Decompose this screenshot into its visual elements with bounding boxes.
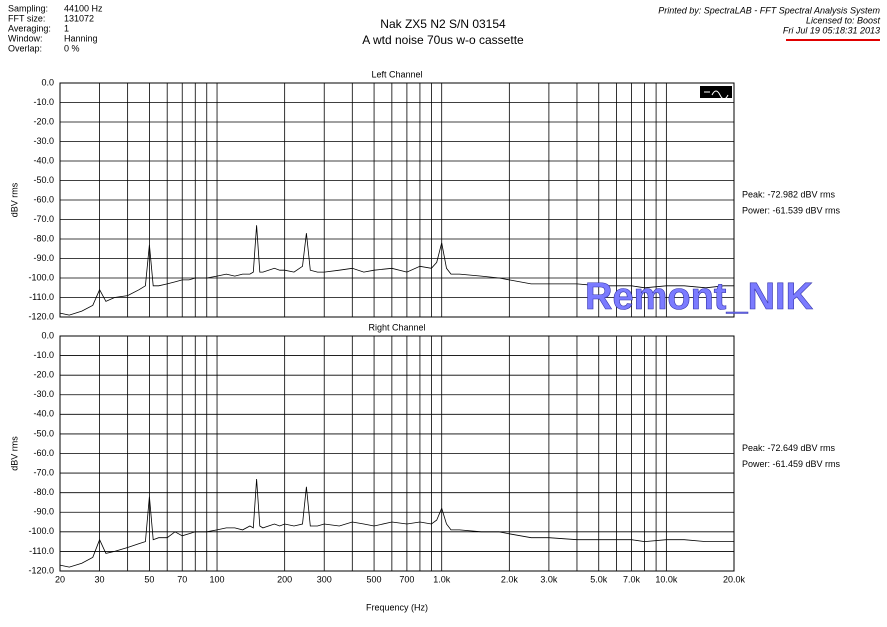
y-tick-label: -10.0 [33, 350, 54, 360]
y-tick-label: 0.0 [41, 330, 54, 340]
annotation: Power: -61.539 dBV rms [742, 205, 841, 215]
info-value: Hanning [64, 33, 98, 43]
icon-box [700, 86, 732, 98]
x-tick-label: 700 [399, 574, 414, 584]
chart-title: Right Channel [368, 322, 425, 332]
x-tick-label: 1.0k [433, 574, 451, 584]
y-tick-label: -40.0 [33, 155, 54, 165]
y-tick-label: -80.0 [33, 487, 54, 497]
x-tick-label: 10.0k [655, 574, 678, 584]
x-axis-label: Frequency (Hz) [366, 602, 428, 612]
y-tick-label: -110.0 [29, 292, 54, 302]
y-tick-label: -80.0 [33, 233, 54, 243]
info-value: 131072 [64, 13, 94, 23]
y-tick-label: -100.0 [28, 272, 54, 282]
y-tick-label: -90.0 [33, 253, 54, 263]
chart-title: Left Channel [371, 69, 422, 79]
y-tick-label: -70.0 [33, 214, 54, 224]
y-tick-label: -90.0 [33, 507, 54, 517]
y-tick-label: -20.0 [33, 116, 54, 126]
x-tick-label: 30 [95, 574, 105, 584]
info-value: 0 % [64, 43, 80, 53]
x-tick-label: 3.0k [540, 574, 558, 584]
y-tick-label: 0.0 [41, 77, 54, 87]
x-tick-label: 70 [177, 574, 187, 584]
info-label: Overlap: [8, 43, 42, 53]
subtitle: A wtd noise 70us w-o cassette [362, 33, 524, 47]
info-block: Sampling: 44100 Hz FFT size: 131072 Averagin… [8, 3, 103, 53]
x-tick-label: 200 [277, 574, 292, 584]
x-tick-label: 500 [367, 574, 382, 584]
y-tick-label: -50.0 [33, 175, 54, 185]
licensed-to: Licensed to: Boost [806, 15, 881, 25]
watermark: Remont_NIK [585, 276, 814, 318]
icon-glyph [704, 90, 729, 100]
annotation: Power: -61.459 dBV rms [742, 459, 841, 469]
x-tick-label: 100 [210, 574, 225, 584]
date: Fri Jul 19 05:18:31 2013 [783, 25, 880, 35]
info-label: Averaging: [8, 23, 51, 33]
spectrum-line [59, 225, 734, 316]
y-axis-label: dBV rms [9, 436, 19, 471]
annotation: Peak: -72.649 dBV rms [742, 443, 836, 453]
x-tick-label: 20 [55, 574, 65, 584]
x-tick-label: 5.0k [590, 574, 608, 584]
toolbar-icon [700, 86, 732, 100]
y-axis-label: dBV rms [9, 182, 19, 217]
title: Nak ZX5 N2 S/N 03154 [380, 17, 506, 31]
y-tick-label: -10.0 [33, 97, 54, 107]
y-tick-label: -120.0 [28, 311, 54, 321]
info-label: FFT size: [8, 13, 45, 23]
spectrum-line [59, 478, 734, 568]
x-tick-label: 50 [144, 574, 154, 584]
x-tick-label: 300 [317, 574, 332, 584]
y-tick-label: -60.0 [33, 194, 54, 204]
annotation: Peak: -72.982 dBV rms [742, 189, 836, 199]
y-tick-label: -60.0 [33, 448, 54, 458]
y-tick-label: -50.0 [33, 428, 54, 438]
info-value: 1 [64, 23, 69, 33]
info-label: Window: [8, 33, 43, 43]
y-tick-label: -120.0 [28, 565, 54, 575]
info-value: 44100 Hz [64, 3, 103, 13]
printed-by: Printed by: SpectraLAB - FFT Spectral An… [658, 5, 880, 15]
x-tick-label: 7.0k [623, 574, 641, 584]
y-tick-label: -100.0 [28, 526, 54, 536]
y-tick-label: -40.0 [33, 409, 54, 419]
x-tick-label: 2.0k [501, 574, 519, 584]
y-tick-label: -20.0 [33, 370, 54, 380]
y-tick-label: -30.0 [33, 389, 54, 399]
y-tick-label: -70.0 [33, 467, 54, 477]
y-tick-label: -30.0 [33, 136, 54, 146]
info-label: Sampling: [8, 3, 48, 13]
x-tick-label: 20.0k [723, 574, 746, 584]
y-tick-label: -110.0 [29, 546, 54, 556]
